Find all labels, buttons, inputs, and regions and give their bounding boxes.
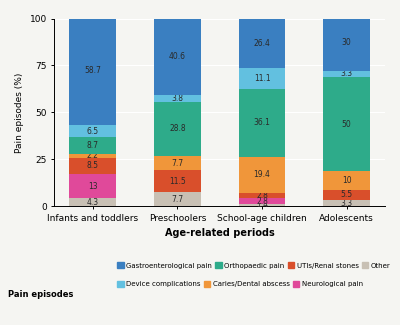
Bar: [70, 125, 116, 137]
Bar: [70, 198, 116, 206]
Bar: [154, 156, 201, 170]
Text: 26.4: 26.4: [254, 39, 270, 48]
Text: 8.5: 8.5: [87, 161, 99, 170]
Bar: [154, 102, 201, 156]
Bar: [324, 77, 370, 171]
Bar: [324, 200, 370, 206]
Bar: [239, 68, 285, 89]
Bar: [324, 190, 370, 200]
Text: 10: 10: [342, 176, 352, 185]
Bar: [239, 204, 285, 206]
Text: 58.7: 58.7: [84, 66, 101, 74]
Text: 13: 13: [88, 182, 98, 190]
Bar: [70, 15, 116, 125]
Bar: [154, 192, 201, 206]
Bar: [239, 89, 285, 157]
Bar: [239, 19, 285, 68]
Text: 28.8: 28.8: [169, 124, 186, 133]
Text: 2.8: 2.8: [256, 191, 268, 200]
Text: 30: 30: [342, 38, 352, 47]
Text: 7.7: 7.7: [171, 195, 184, 203]
Text: 3.3: 3.3: [341, 199, 353, 208]
Text: 36.1: 36.1: [254, 118, 270, 127]
Text: 19.4: 19.4: [254, 170, 270, 179]
Text: 5.5: 5.5: [341, 190, 353, 200]
Bar: [239, 157, 285, 193]
Bar: [324, 171, 370, 190]
Bar: [70, 158, 116, 174]
Text: 11.1: 11.1: [254, 74, 270, 83]
Y-axis label: Pain episodes (%): Pain episodes (%): [15, 72, 24, 153]
Bar: [154, 95, 201, 102]
Text: 2.8: 2.8: [256, 197, 268, 205]
Text: 2.2: 2.2: [87, 151, 99, 160]
Text: 8.7: 8.7: [87, 141, 99, 150]
Text: 6.5: 6.5: [87, 127, 99, 136]
Text: 3.8: 3.8: [171, 94, 183, 103]
Bar: [324, 15, 370, 71]
Bar: [70, 174, 116, 198]
Bar: [70, 154, 116, 158]
Bar: [324, 71, 370, 77]
Bar: [154, 170, 201, 192]
Text: 1.4: 1.4: [256, 201, 268, 210]
Text: Pain episodes: Pain episodes: [8, 290, 73, 299]
Text: 7.7: 7.7: [171, 159, 184, 167]
Legend: Device complications, Caries/Dental abscess, Neurological pain: Device complications, Caries/Dental absc…: [118, 281, 363, 287]
Text: 11.5: 11.5: [169, 176, 186, 186]
Bar: [239, 199, 285, 204]
Bar: [154, 18, 201, 95]
X-axis label: Age-related periods: Age-related periods: [165, 228, 274, 239]
Bar: [239, 193, 285, 199]
Text: 40.6: 40.6: [169, 52, 186, 61]
Text: 4.3: 4.3: [87, 198, 99, 207]
Bar: [70, 137, 116, 154]
Text: 50: 50: [342, 120, 352, 129]
Text: 3.3: 3.3: [341, 70, 353, 79]
